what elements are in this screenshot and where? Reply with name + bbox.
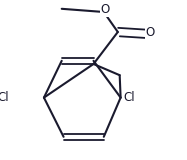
Text: Cl: Cl xyxy=(123,91,135,104)
Text: O: O xyxy=(101,3,110,16)
Text: O: O xyxy=(101,3,110,16)
Text: O: O xyxy=(146,26,155,39)
Text: Cl: Cl xyxy=(0,91,9,104)
Text: O: O xyxy=(146,26,155,39)
